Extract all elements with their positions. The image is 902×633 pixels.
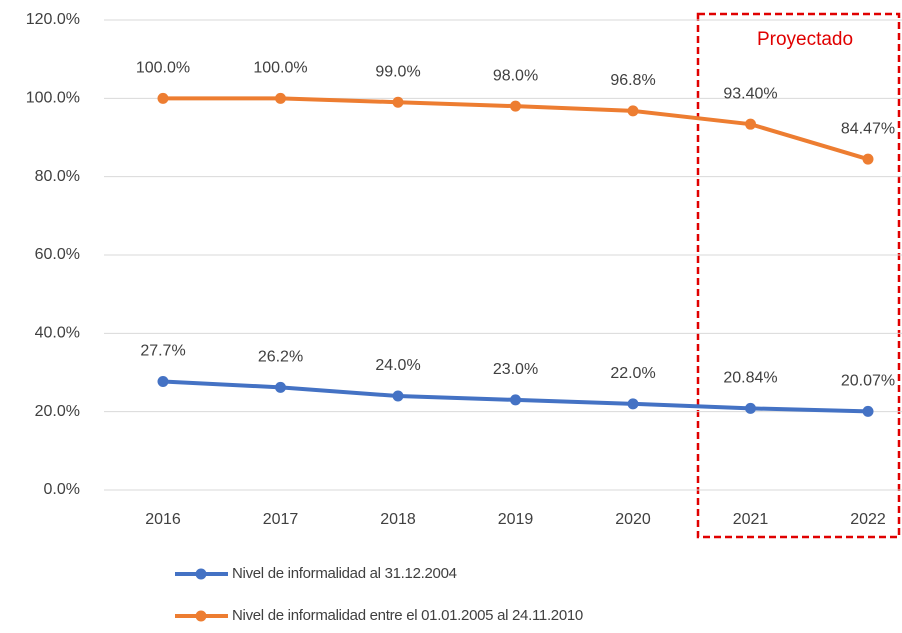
plot: 0.0% 20.0% 40.0% 60.0% 80.0% 100.0% 120.0% 2016…: [26, 11, 902, 624]
y-tick-label: 120.0%: [26, 11, 80, 28]
legend-label: Nivel de informalidad al 31.12.2004: [232, 565, 457, 582]
data-label: 98.0%: [493, 67, 538, 84]
legend-label: Nivel de informalidad entre el 01.01.200…: [232, 607, 583, 624]
data-label: 24.0%: [375, 357, 420, 374]
y-tick-label: 40.0%: [35, 325, 80, 342]
x-tick-label: 2021: [733, 511, 769, 528]
data-point: [275, 92, 286, 104]
data-point: [510, 394, 521, 406]
data-label: 26.2%: [258, 349, 303, 366]
x-tick-label: 2019: [498, 511, 534, 528]
data-point: [627, 398, 639, 410]
data-label: 96.8%: [610, 72, 655, 89]
data-label: 22.0%: [610, 365, 655, 382]
data-point: [745, 402, 756, 414]
data-point: [862, 405, 874, 417]
data-point: [862, 153, 874, 165]
data-label: 100.0%: [253, 60, 307, 77]
data-point: [392, 390, 404, 402]
data-label: 23.0%: [493, 361, 538, 378]
x-tick-label: 2017: [263, 511, 299, 528]
y-tick-label: 20.0%: [35, 403, 80, 420]
data-label: 84.47%: [841, 120, 895, 137]
data-label: 100.0%: [136, 60, 190, 77]
y-tick-label: 60.0%: [35, 246, 80, 263]
y-tick-label: 0.0%: [44, 481, 80, 498]
data-point: [275, 381, 286, 393]
data-point: [745, 118, 756, 130]
legend-marker: [195, 610, 207, 622]
data-point: [392, 96, 404, 108]
x-tick-label: 2018: [380, 511, 416, 528]
y-tick-label: 100.0%: [26, 90, 80, 107]
data-label: 27.7%: [140, 343, 185, 360]
data-point: [157, 376, 169, 388]
x-tick-label: 2020: [615, 511, 651, 528]
data-label: 99.0%: [375, 63, 420, 80]
data-label: 20.84%: [723, 370, 777, 387]
x-tick-label: 2016: [145, 511, 181, 528]
x-tick-label: 2022: [850, 511, 886, 528]
data-label: 20.07%: [841, 373, 895, 390]
projection-box: [696, 12, 901, 539]
annotation: Proyectado: [757, 29, 853, 50]
data-point: [157, 92, 169, 104]
data-point: [627, 105, 639, 117]
data-label: 93.40%: [723, 85, 777, 102]
legend-marker: [195, 568, 207, 580]
y-tick-label: 80.0%: [35, 168, 80, 185]
data-point: [510, 100, 521, 112]
